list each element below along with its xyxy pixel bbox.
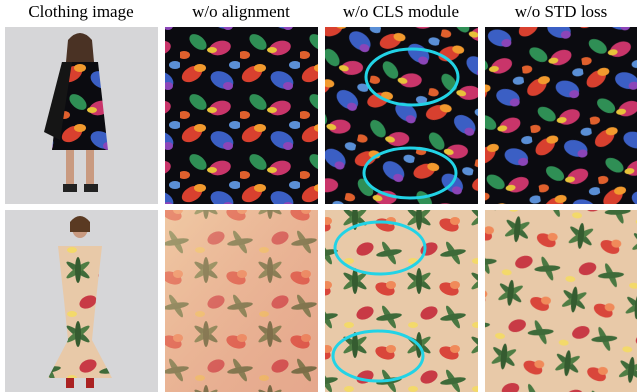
column-header: w/o STD loss — [515, 2, 608, 21]
clothing-image — [5, 210, 158, 392]
result-image — [165, 27, 318, 204]
column-header: w/o alignment — [192, 2, 290, 21]
column-header: w/o CLS module — [343, 2, 459, 21]
result-image — [325, 210, 478, 392]
column-header: Clothing image — [28, 2, 133, 21]
result-image — [485, 210, 637, 392]
page: Clothing image w/o alignment w/o CLS mod… — [0, 0, 637, 392]
result-image — [485, 27, 637, 204]
clothing-image — [5, 27, 158, 204]
result-image — [165, 210, 318, 392]
figure: Clothing image w/o alignment w/o CLS mod… — [0, 0, 637, 392]
